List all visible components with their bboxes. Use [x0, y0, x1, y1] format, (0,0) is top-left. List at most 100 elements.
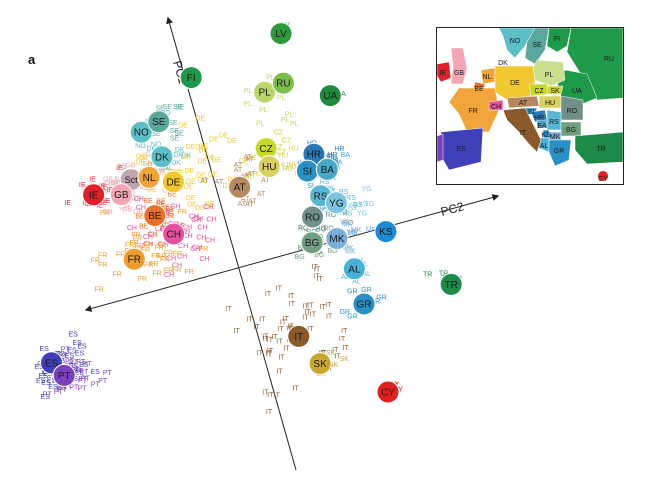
- sample-point-bg: BG: [314, 252, 324, 259]
- sample-point-it: IT: [334, 354, 341, 361]
- centroid-yg: YG: [324, 191, 348, 215]
- sample-point-ch: CH: [164, 272, 174, 279]
- sample-point-at: AT: [257, 191, 266, 198]
- sample-point-de: DE: [227, 138, 237, 145]
- sample-point-ro: RO: [316, 226, 327, 233]
- sample-point-de: DE: [223, 183, 233, 190]
- centroid-marker: [342, 257, 366, 281]
- centroid-ba: BA: [315, 157, 339, 181]
- centroid-label: ES: [45, 358, 59, 369]
- sample-point-fr: FR: [141, 247, 150, 254]
- centroid-label: MK: [329, 234, 344, 245]
- sample-point-be: BE: [156, 199, 166, 206]
- sample-point-pl: PL: [256, 121, 265, 128]
- sample-point-ie: IE: [106, 187, 113, 194]
- sample-point-dk: DK: [175, 147, 185, 154]
- sample-point-pt: PT: [78, 378, 88, 385]
- sample-point-ie: IE: [100, 200, 107, 207]
- sample-point-fr: FR: [172, 267, 181, 274]
- centroid-dk: DK: [150, 145, 174, 169]
- sample-point-ch: CH: [147, 231, 157, 238]
- sample-point-it: IT: [246, 317, 253, 324]
- map-label-rs: RS: [549, 119, 559, 126]
- sample-point-it: IT: [266, 351, 273, 358]
- sample-point-it: IT: [289, 301, 296, 308]
- sample-point-ch: CH: [143, 241, 153, 248]
- centroid-label: NL: [143, 173, 156, 184]
- sample-point-ch: CH: [177, 253, 187, 260]
- sample-point-pl: PL: [243, 101, 252, 108]
- map-label-al: AL: [540, 143, 549, 150]
- sample-point-fr: FR: [160, 222, 169, 229]
- sample-point-fr: FR: [178, 209, 187, 216]
- sample-point-fr: FR: [135, 243, 144, 250]
- sample-point-gb: GB: [103, 209, 113, 216]
- sample-point-ch: CH: [143, 234, 153, 241]
- sample-point-fr: FR: [91, 257, 100, 264]
- sample-point-dk: DK: [171, 160, 181, 167]
- sample-point-ch: CH: [127, 225, 137, 232]
- sample-point-ba: BA: [341, 152, 351, 159]
- sample-point-mk: MK: [345, 249, 356, 256]
- sample-point-yg: YG: [346, 205, 356, 212]
- sample-point-be: BE: [143, 198, 153, 205]
- sample-point-it: IT: [225, 306, 232, 313]
- centroid-nl: NL: [137, 165, 161, 189]
- europe-map: NO SE FI RU IE GB NL DK PL DE BE CZ SK UA FR CH AT HU RO SI…: [437, 28, 623, 184]
- centroid-label: CZ: [259, 144, 272, 155]
- sample-point-ro: RO: [298, 226, 309, 233]
- centroid-ie: IE: [82, 183, 106, 207]
- sample-point-fr: FR: [133, 235, 142, 242]
- sample-point-dk: DK: [146, 146, 156, 153]
- sample-point-it: IT: [304, 309, 311, 316]
- sample-point-de: DE: [147, 187, 157, 194]
- sample-point-ba: BA: [333, 159, 343, 166]
- centroid-label: FI: [187, 73, 196, 84]
- sample-point-it: IT: [276, 286, 283, 293]
- sample-point-fr: FR: [165, 213, 174, 220]
- sample-point-rs: RS: [353, 202, 363, 209]
- sample-point-pt: PT: [91, 381, 101, 388]
- sample-point-de: DE: [181, 154, 191, 161]
- map-label-cz: CZ: [534, 88, 544, 95]
- map-label-si: SI: [528, 109, 535, 116]
- sample-point-it: IT: [266, 350, 273, 357]
- sample-point-se: SE: [151, 131, 161, 138]
- sample-point-rs: RS: [343, 211, 353, 218]
- sample-point-fr: FR: [151, 253, 160, 260]
- sample-point-it: IT: [253, 324, 260, 331]
- sample-point-ch: CH: [196, 234, 206, 241]
- sample-point-ch: CH: [166, 256, 176, 263]
- sample-point-es: ES: [75, 370, 85, 377]
- sample-point-es: ES: [48, 384, 58, 391]
- sample-point-ch: CH: [205, 237, 215, 244]
- sample-point-ie: IE: [64, 200, 71, 207]
- sample-point-de: DE: [197, 159, 207, 166]
- centroid-marker: [161, 170, 185, 194]
- axes: PC1 PC2: [84, 16, 500, 471]
- sample-point-es: ES: [40, 394, 50, 401]
- sample-point-gb: GB: [125, 163, 135, 170]
- sample-point-hu: HU: [282, 166, 292, 173]
- sample-point-it: IT: [267, 348, 274, 355]
- sample-point-pt: PT: [78, 376, 88, 383]
- sample-point-pt: PT: [70, 366, 80, 373]
- sample-point-es: ES: [75, 350, 85, 357]
- centroid-pt: PT: [52, 363, 76, 387]
- sample-point-si: SI: [307, 183, 314, 190]
- sample-point-mk: MK: [351, 227, 362, 234]
- sample-point-bg: BG: [295, 254, 305, 261]
- sample-point-at: AT: [234, 167, 243, 174]
- sample-point-fr: FR: [130, 240, 139, 247]
- sample-point-de: DE: [198, 147, 208, 154]
- centroid-marker: [318, 84, 342, 108]
- centroid-label: IT: [294, 332, 303, 343]
- sample-point-gb: GB: [113, 180, 123, 187]
- sample-point-se: SE: [163, 104, 173, 111]
- sample-point-al: AL: [362, 271, 371, 278]
- sample-point-de: DE: [195, 116, 205, 123]
- sample-point-ch: CH: [191, 217, 201, 224]
- sample-point-pt: PT: [57, 387, 67, 394]
- centroid-tr: TR: [439, 272, 463, 296]
- centroid-marker: [325, 227, 349, 251]
